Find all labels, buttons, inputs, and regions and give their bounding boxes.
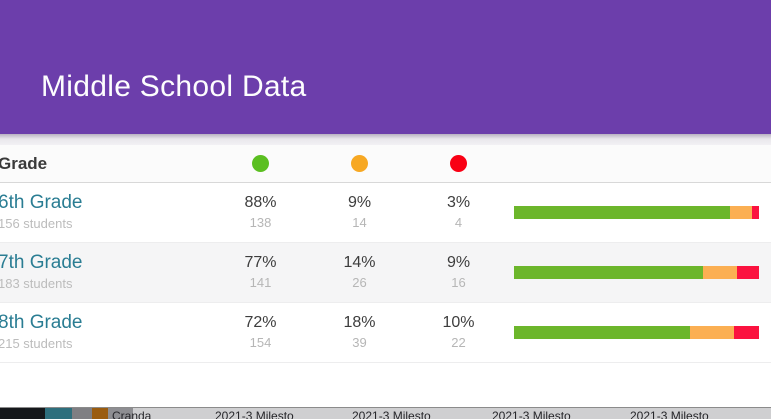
- bar-orange-segment: [690, 326, 735, 339]
- green-column-header: [211, 155, 310, 172]
- orange-dot-icon: [351, 155, 368, 172]
- red-count: 16: [451, 275, 466, 290]
- background-block: [45, 408, 72, 419]
- green-count: 141: [249, 275, 272, 290]
- student-count-label: 215 students: [0, 336, 73, 351]
- green-percent: 77%: [244, 254, 277, 271]
- red-percent: 10%: [442, 314, 475, 331]
- grade-link[interactable]: 6th Grade: [0, 192, 83, 213]
- red-column-header: [409, 155, 508, 172]
- red-dot-icon: [450, 155, 467, 172]
- background-text-fragment: Cranda: [112, 409, 152, 419]
- background-page-sliver: Cranda 2021-3 Milesto 2021-3 Milesto 202…: [0, 407, 771, 419]
- red-stat-cell: 10% 22: [409, 303, 508, 362]
- table-header-row: Grade: [0, 145, 771, 183]
- orange-stat-cell: 14% 26: [310, 243, 409, 302]
- green-percent: 88%: [244, 194, 277, 211]
- bar-red-segment: [736, 266, 759, 279]
- table-row-8th-grade[interactable]: 8th Grade 215 students 72% 154 18% 39 10…: [0, 303, 771, 363]
- grade-link[interactable]: 8th Grade: [0, 312, 83, 333]
- grade-cell: 8th Grade 215 students: [0, 303, 211, 362]
- red-stat-cell: 3% 4: [409, 183, 508, 242]
- student-count-label: 156 students: [0, 216, 73, 231]
- bar-cell: [508, 183, 771, 242]
- orange-count: 26: [352, 275, 367, 290]
- green-stat-cell: 77% 141: [211, 243, 310, 302]
- background-color-blocks: [0, 408, 133, 419]
- background-text-fragment: 2021-3 Milesto: [352, 409, 431, 419]
- red-count: 4: [454, 215, 463, 230]
- orange-column-header: [310, 155, 409, 172]
- bar-cell: [508, 303, 771, 362]
- orange-stat-cell: 18% 39: [310, 303, 409, 362]
- orange-percent: 14%: [343, 254, 376, 271]
- background-block: [0, 408, 45, 419]
- bar-cell: [508, 243, 771, 302]
- orange-percent: 18%: [343, 314, 376, 331]
- orange-count: 39: [352, 335, 367, 350]
- grade-cell: 6th Grade 156 students: [0, 183, 211, 242]
- grade-cell: 7th Grade 183 students: [0, 243, 211, 302]
- bar-red-segment: [751, 206, 759, 219]
- bar-green-segment: [514, 206, 730, 219]
- student-count-label: 183 students: [0, 276, 73, 291]
- background-block: [108, 408, 133, 419]
- stacked-bar[interactable]: [514, 266, 759, 279]
- red-count: 22: [451, 335, 466, 350]
- banner-shadow-gap: [0, 134, 771, 145]
- bar-green-segment: [514, 326, 691, 339]
- grade-column-header: Grade: [0, 153, 48, 173]
- background-text-fragment: 2021-3 Milesto: [492, 409, 571, 419]
- data-table-card: Grade 6th Grade 156 students 88% 138 9%: [0, 145, 771, 407]
- red-percent: 3%: [446, 194, 471, 211]
- bar-orange-segment: [729, 206, 752, 219]
- green-count: 154: [249, 335, 272, 350]
- stacked-bar[interactable]: [514, 206, 759, 219]
- green-stat-cell: 88% 138: [211, 183, 310, 242]
- green-dot-icon: [252, 155, 269, 172]
- orange-stat-cell: 9% 14: [310, 183, 409, 242]
- background-text-fragment: 2021-3 Milesto: [215, 409, 294, 419]
- page-title: Middle School Data: [41, 70, 307, 103]
- table-row-6th-grade[interactable]: 6th Grade 156 students 88% 138 9% 14 3% …: [0, 183, 771, 243]
- background-text-fragment: 2021-3 Milesto: [630, 409, 709, 419]
- bar-red-segment: [734, 326, 759, 339]
- red-stat-cell: 9% 16: [409, 243, 508, 302]
- stacked-bar[interactable]: [514, 326, 759, 339]
- bar-green-segment: [514, 266, 703, 279]
- green-stat-cell: 72% 154: [211, 303, 310, 362]
- bar-orange-segment: [702, 266, 737, 279]
- orange-percent: 9%: [347, 194, 372, 211]
- orange-count: 14: [352, 215, 367, 230]
- table-row-7th-grade[interactable]: 7th Grade 183 students 77% 141 14% 26 9%…: [0, 243, 771, 303]
- green-percent: 72%: [244, 314, 277, 331]
- background-block: [72, 408, 92, 419]
- grade-link[interactable]: 7th Grade: [0, 252, 83, 273]
- red-percent: 9%: [446, 254, 471, 271]
- background-block: [92, 408, 108, 419]
- green-count: 138: [249, 215, 272, 230]
- title-banner: Middle School Data: [0, 0, 771, 134]
